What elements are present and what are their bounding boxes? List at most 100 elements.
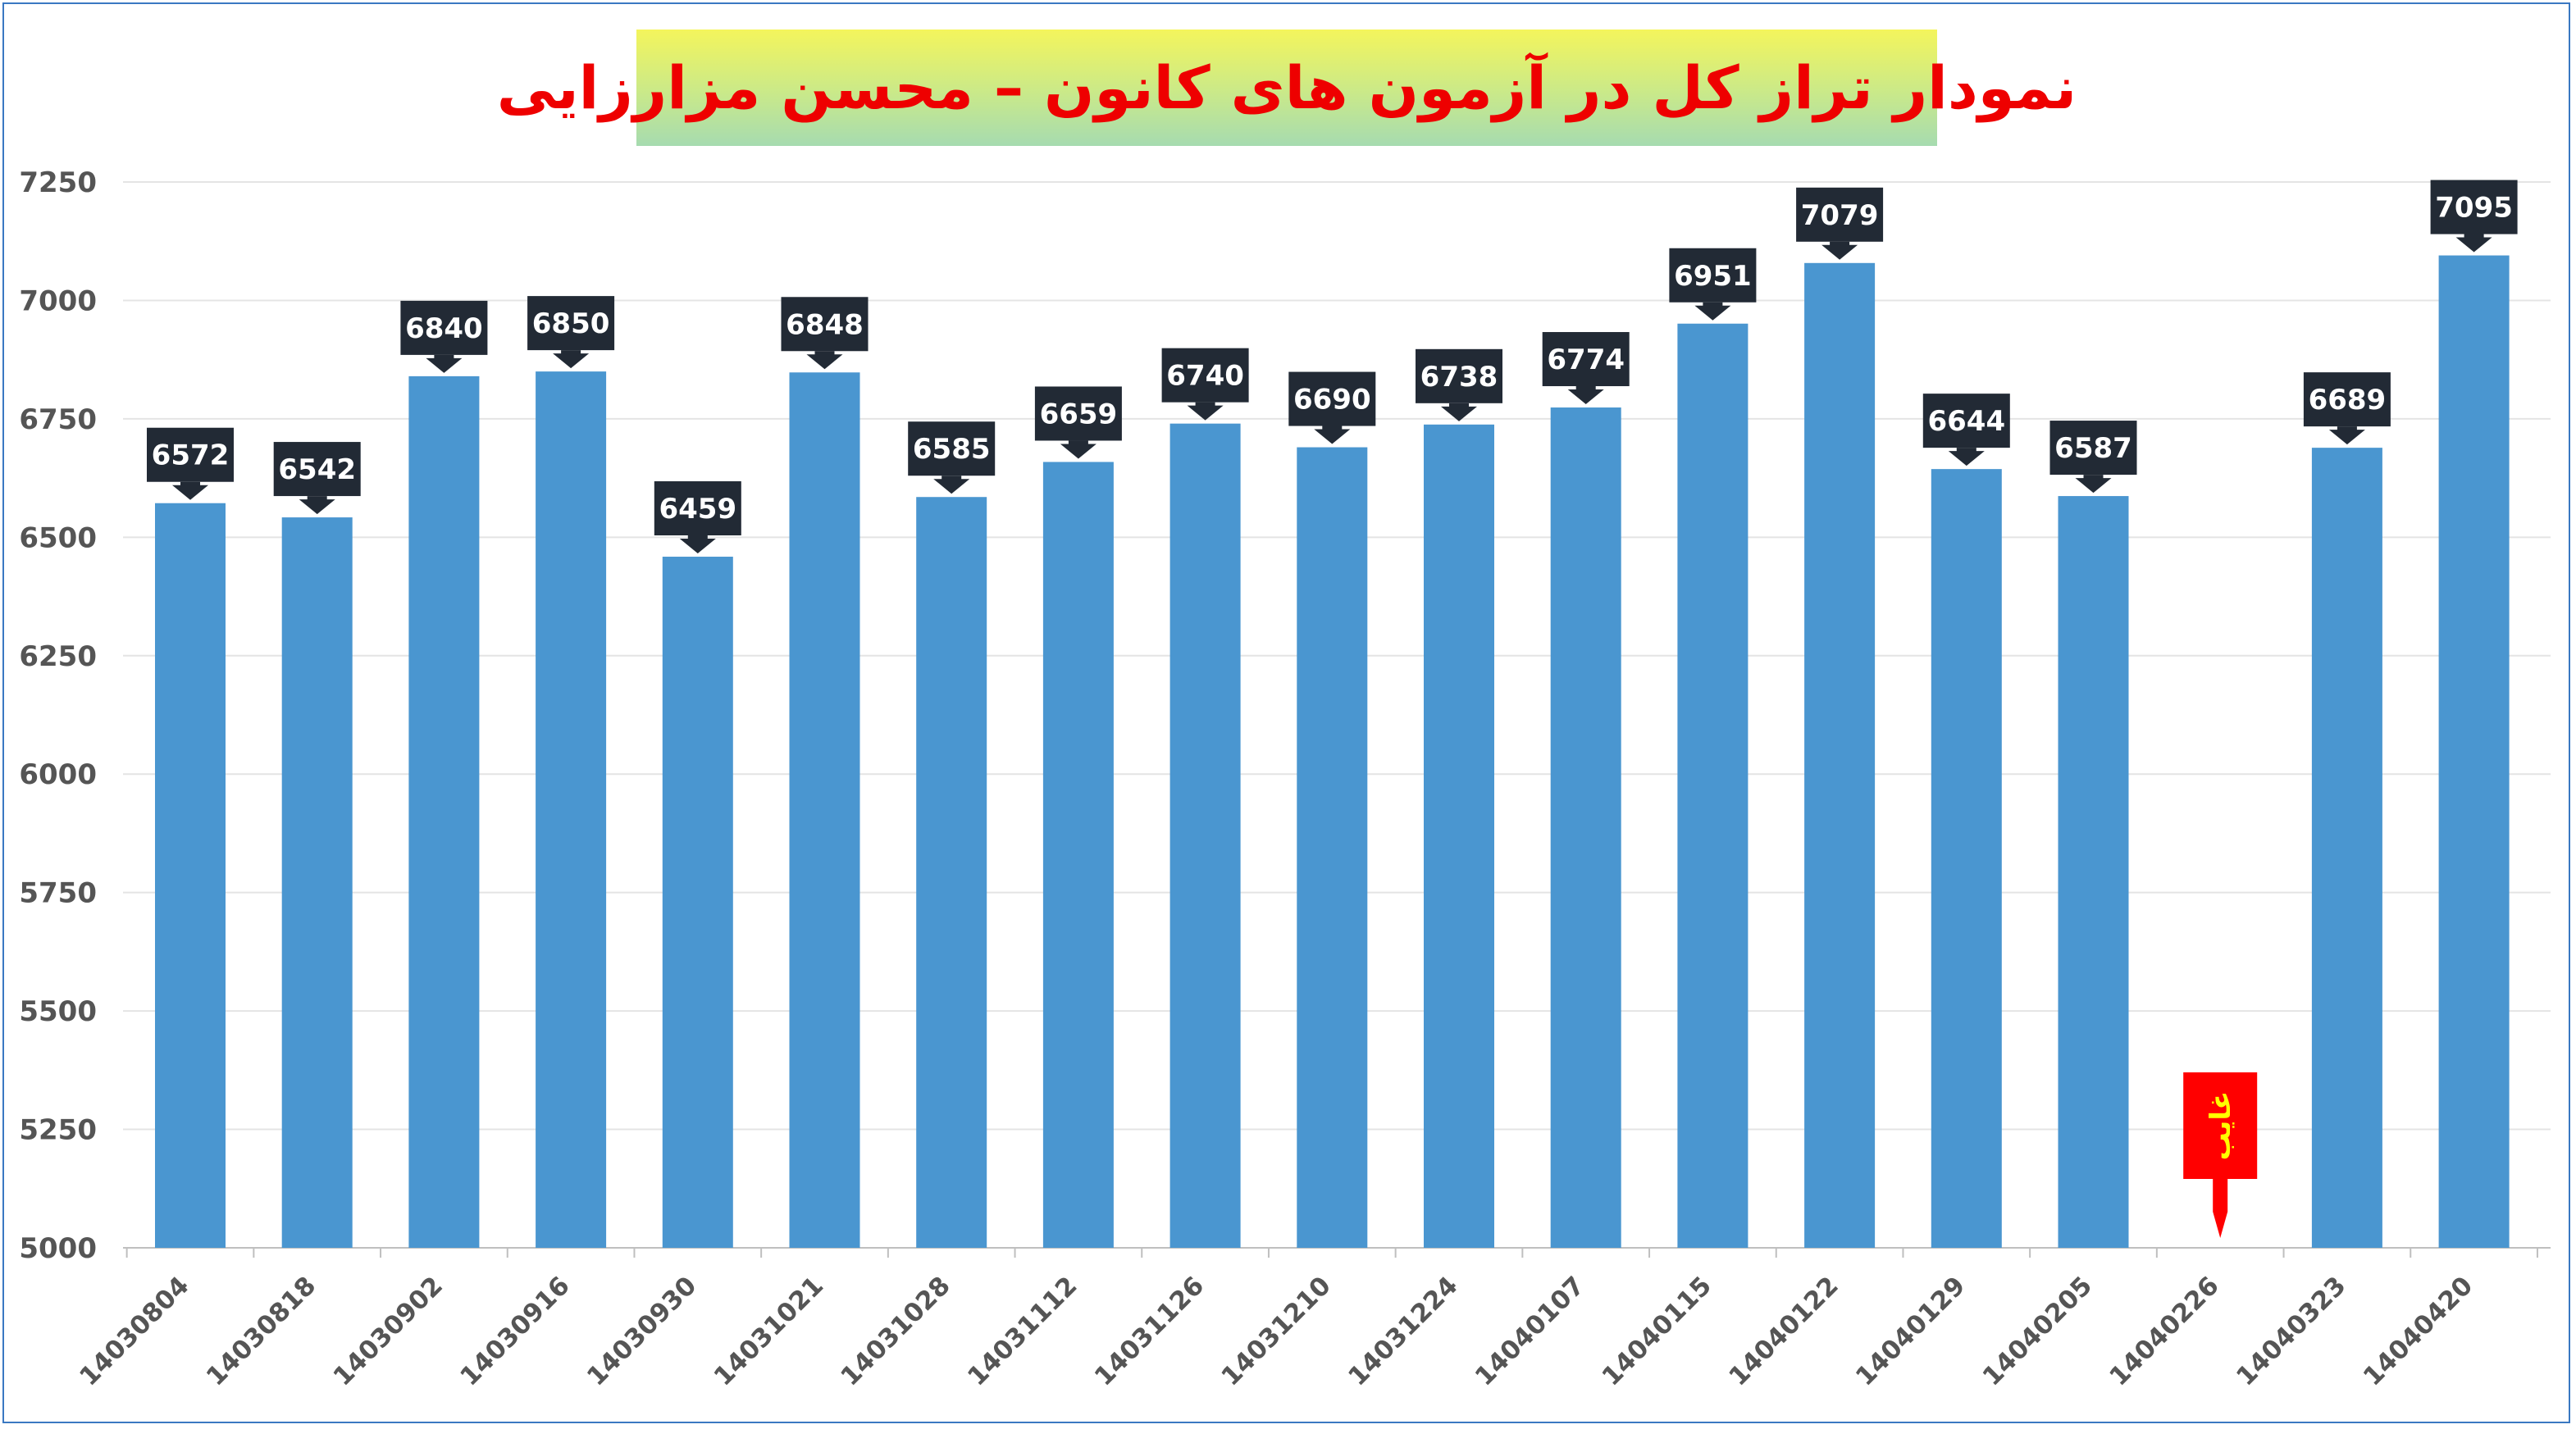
data-label: 6644	[1922, 394, 2010, 466]
x-tick-label: 14040129	[1850, 1271, 1971, 1391]
x-tick-label: 14031028	[835, 1271, 955, 1391]
data-label-box	[1669, 248, 1757, 303]
data-label-text: 7079	[1801, 199, 1879, 232]
data-label-box	[527, 296, 615, 351]
data-label-arrow	[1821, 241, 1858, 260]
absent-annotation-text: غایب	[2204, 1091, 2237, 1161]
data-label-arrow	[1567, 386, 1604, 405]
y-tick-label: 6250	[19, 640, 97, 673]
data-label-box	[273, 442, 361, 497]
y-tick-label: 7250	[19, 166, 97, 199]
data-label-box	[1288, 371, 1376, 426]
data-label: 6689	[2303, 372, 2391, 445]
x-tick-label: 14040420	[2358, 1271, 2478, 1391]
data-label-arrow	[806, 351, 843, 370]
data-label: 6740	[1161, 348, 1249, 421]
data-label-arrow	[1187, 402, 1224, 421]
bar	[1424, 424, 1494, 1248]
data-label-box	[2049, 421, 2137, 476]
data-label: 6738	[1416, 348, 1502, 421]
data-label-box	[1922, 394, 2010, 448]
data-label-text: 6459	[659, 493, 736, 526]
bar	[1550, 407, 1621, 1248]
data-label-box	[2303, 372, 2391, 427]
data-label-arrow	[1441, 403, 1477, 421]
data-label: 6951	[1669, 248, 1757, 321]
data-label-text: 6848	[786, 308, 864, 341]
y-tick-label: 5750	[19, 877, 97, 910]
x-tick-label: 14031021	[709, 1271, 829, 1391]
x-tick-label: 14031210	[1215, 1271, 1336, 1391]
absent-annotation-arrow	[2213, 1179, 2228, 1238]
data-label: 7095	[2430, 180, 2518, 253]
data-label-box	[1542, 332, 1630, 387]
data-label: 6659	[1034, 386, 1122, 459]
data-label: 6587	[2049, 421, 2137, 494]
bar	[1804, 262, 1876, 1248]
data-label-arrow	[1060, 440, 1097, 459]
data-label-box	[781, 297, 869, 352]
data-label: 6850	[527, 296, 615, 369]
y-tick-label: 6750	[19, 403, 97, 436]
data-label-arrow	[933, 476, 970, 494]
data-label-text: 6850	[532, 307, 610, 340]
data-label-arrow	[1314, 426, 1351, 444]
bar	[1677, 323, 1748, 1248]
y-tick-label: 5250	[19, 1114, 97, 1147]
data-label: 7079	[1796, 187, 1884, 260]
x-tick-label: 14030804	[74, 1271, 194, 1391]
y-tick-label: 6500	[19, 521, 97, 554]
data-label-box	[1034, 386, 1122, 441]
absent-annotation: غایب	[2183, 1072, 2258, 1238]
data-label: 6585	[908, 421, 996, 494]
bar	[789, 372, 860, 1249]
data-label-box	[908, 421, 996, 476]
y-tick-label: 5000	[19, 1232, 97, 1265]
data-label-box	[1161, 348, 1249, 403]
y-tick-label: 7000	[19, 284, 97, 317]
y-tick-label: 6000	[19, 758, 97, 791]
x-tick-label: 14030930	[581, 1271, 702, 1391]
data-label-arrow	[299, 496, 335, 515]
absent-annotation-box	[2183, 1072, 2258, 1179]
bar	[536, 371, 607, 1249]
bar	[2058, 496, 2129, 1248]
data-label-text: 6585	[913, 433, 991, 466]
data-label-box	[147, 427, 234, 482]
data-label-text: 6587	[2054, 432, 2132, 465]
data-label-text: 6774	[1547, 344, 1625, 376]
x-tick-label: 14040205	[1977, 1271, 2098, 1391]
x-tick-label: 14030902	[328, 1271, 449, 1391]
data-label-box	[400, 300, 488, 355]
data-label-text: 6644	[1927, 405, 2005, 438]
x-tick-label: 14040226	[2104, 1271, 2224, 1391]
data-label-box	[1796, 187, 1884, 242]
x-tick-label: 14040107	[1470, 1271, 1590, 1391]
bar	[1931, 469, 2002, 1248]
x-tick-label: 14030818	[201, 1271, 321, 1391]
x-tick-label: 14040122	[1723, 1271, 1844, 1391]
data-label-box	[1416, 348, 1502, 403]
bar	[1042, 462, 1114, 1248]
data-label-text: 6690	[1293, 384, 1371, 416]
data-label: 6848	[781, 297, 869, 370]
bar	[281, 517, 353, 1248]
bar	[662, 557, 733, 1248]
x-tick-label: 14031224	[1343, 1271, 1463, 1391]
data-label-arrow	[2455, 234, 2492, 253]
data-label-arrow	[172, 481, 208, 500]
data-label: 6690	[1288, 371, 1376, 444]
data-label-text: 6542	[278, 453, 356, 486]
bar	[155, 503, 226, 1248]
data-label: 6774	[1542, 332, 1630, 405]
bar	[2311, 448, 2382, 1248]
data-label-text: 6689	[2309, 384, 2387, 416]
data-label-arrow	[1694, 302, 1731, 321]
data-label: 6542	[273, 442, 361, 515]
data-label-arrow	[553, 350, 590, 369]
data-label-text: 6738	[1420, 361, 1498, 394]
data-label-text: 6951	[1674, 260, 1752, 293]
data-label-arrow	[1948, 448, 1985, 466]
bar	[916, 497, 987, 1248]
data-label: 6459	[654, 481, 741, 554]
